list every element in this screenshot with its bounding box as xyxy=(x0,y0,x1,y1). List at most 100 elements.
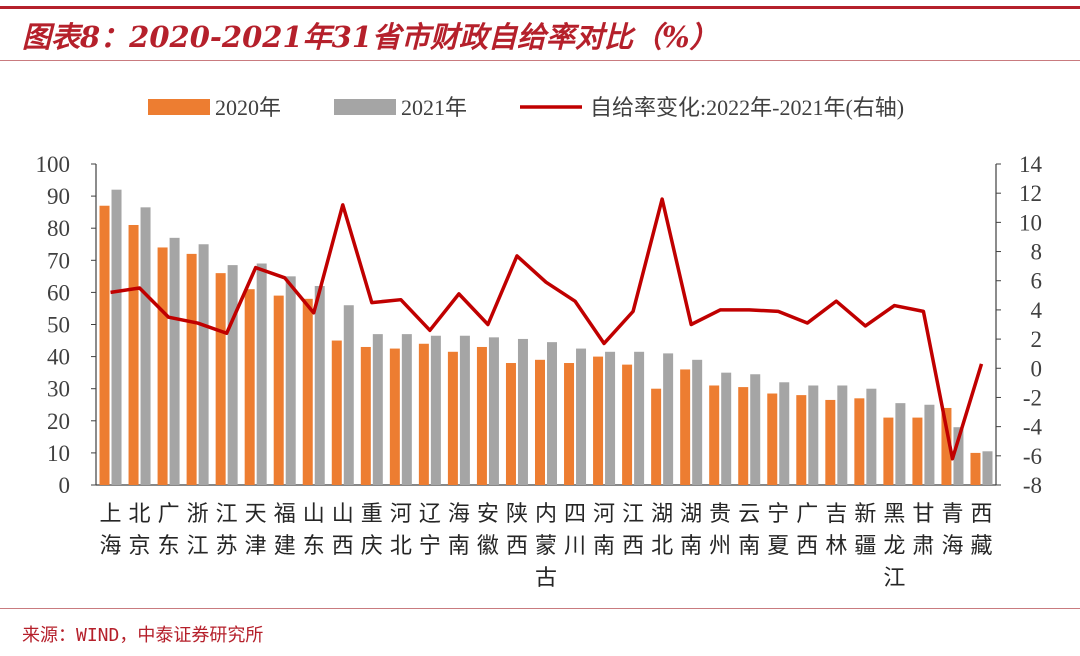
category-label: 古 xyxy=(535,565,557,590)
bar-2020 xyxy=(157,247,168,485)
bar-2020 xyxy=(360,346,371,485)
category-label: 吉 xyxy=(825,501,847,526)
left-tick-label: 20 xyxy=(47,409,70,434)
category-label: 北 xyxy=(390,533,412,558)
left-tick-label: 60 xyxy=(47,280,70,305)
category-label: 建 xyxy=(274,533,296,558)
category-label: 川 xyxy=(564,533,586,558)
category-label: 重 xyxy=(361,501,383,526)
category-label: 江 xyxy=(187,533,209,558)
category-label: 江 xyxy=(883,565,905,590)
bar-2021 xyxy=(547,342,557,485)
bar-2021 xyxy=(256,263,267,485)
bar-2021 xyxy=(372,334,383,485)
bar-2020 xyxy=(738,387,749,485)
category-label: 徽 xyxy=(477,533,499,558)
bar-2020 xyxy=(535,359,545,485)
category-label: 江 xyxy=(622,501,644,526)
bar-2021 xyxy=(198,244,209,485)
bar-2020 xyxy=(302,298,313,485)
bar-2021 xyxy=(866,388,877,485)
bar-2020 xyxy=(796,395,807,485)
chart-title: 图表8：2020-2021年31省市财政自给率对比（%） xyxy=(22,20,719,54)
bar-2021 xyxy=(285,276,296,485)
bar-2020 xyxy=(883,417,894,485)
left-tick-label: 80 xyxy=(47,216,70,241)
bar-2021 xyxy=(459,335,470,485)
title-bottom-rule xyxy=(0,60,1080,61)
bar-2020 xyxy=(767,393,778,485)
category-label: 龙 xyxy=(883,533,905,558)
bar-2021 xyxy=(401,334,412,485)
legend-label-2020: 2020年 xyxy=(215,95,281,120)
right-tick-label: 6 xyxy=(1031,269,1043,294)
bar-2021 xyxy=(576,348,587,485)
category-label: 山 xyxy=(332,501,354,526)
category-label: 贵 xyxy=(709,501,731,526)
category-label: 西 xyxy=(796,533,818,558)
bar-2020 xyxy=(331,340,342,485)
bar-2021 xyxy=(924,404,935,485)
left-tick-label: 50 xyxy=(47,313,70,338)
category-label: 西 xyxy=(332,533,354,558)
right-tick-label: 4 xyxy=(1031,298,1043,323)
right-tick-label: 0 xyxy=(1031,356,1043,381)
category-label: 北 xyxy=(651,533,673,558)
bar-2021 xyxy=(982,451,993,485)
left-tick-label: 70 xyxy=(47,248,70,273)
category-label: 青 xyxy=(941,501,963,526)
category-label: 湖 xyxy=(680,501,702,526)
category-label: 陕 xyxy=(506,501,528,526)
legend-swatch-2020 xyxy=(148,99,210,115)
category-label: 海 xyxy=(100,533,122,558)
bar-2020 xyxy=(680,369,691,485)
right-tick-label: -6 xyxy=(1023,444,1042,469)
bar-2020 xyxy=(389,348,400,485)
category-label: 南 xyxy=(680,533,702,558)
bar-2021 xyxy=(111,189,122,485)
bar-2021 xyxy=(517,338,528,485)
bar-2020 xyxy=(418,343,429,485)
bar-2021 xyxy=(837,385,848,485)
bar-2021 xyxy=(779,382,790,485)
category-label: 江 xyxy=(216,501,238,526)
category-label: 藏 xyxy=(970,533,992,558)
bar-2020 xyxy=(709,385,720,485)
bar-2021 xyxy=(488,337,499,485)
bar-2020 xyxy=(651,388,662,485)
bar-2020 xyxy=(593,356,604,485)
category-label: 南 xyxy=(448,533,470,558)
left-tick-label: 10 xyxy=(47,441,70,466)
right-tick-label: 14 xyxy=(1019,152,1043,177)
bar-2020 xyxy=(273,295,284,485)
category-label: 津 xyxy=(245,533,267,558)
category-label: 夏 xyxy=(767,533,789,558)
legend-label-line: 自给率变化:2022年-2021年(右轴) xyxy=(590,95,904,120)
category-label: 黑 xyxy=(883,501,905,526)
category-label: 西 xyxy=(622,533,644,558)
category-label: 福 xyxy=(274,501,296,526)
category-label: 云 xyxy=(738,501,760,526)
category-label: 宁 xyxy=(767,501,789,526)
left-tick-label: 0 xyxy=(59,473,71,498)
category-label: 浙 xyxy=(187,501,209,526)
bar-2020 xyxy=(505,363,516,485)
right-tick-label: 10 xyxy=(1019,210,1042,235)
category-label: 东 xyxy=(158,533,180,558)
category-label: 河 xyxy=(593,501,615,526)
bar-2020 xyxy=(564,363,575,485)
category-label: 内 xyxy=(535,501,557,526)
bar-2020 xyxy=(215,273,226,485)
bar-2020 xyxy=(186,253,197,485)
category-label: 四 xyxy=(564,501,586,526)
bar-2020 xyxy=(622,364,633,485)
source-note: 来源：WIND，中泰证券研究所 xyxy=(22,625,264,646)
category-label: 宁 xyxy=(419,533,441,558)
category-label: 疆 xyxy=(854,533,876,558)
bar-2021 xyxy=(750,374,761,485)
category-label: 林 xyxy=(825,533,847,558)
bar-2021 xyxy=(169,237,180,485)
bar-2020 xyxy=(476,346,487,485)
legend-label-2021: 2021年 xyxy=(401,95,467,120)
bar-2021 xyxy=(227,265,238,485)
